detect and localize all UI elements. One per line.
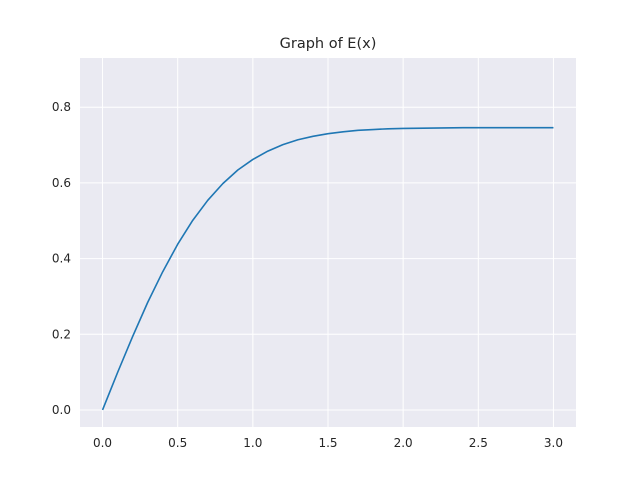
x-tick-label: 0.0 xyxy=(93,436,112,450)
series-line-0 xyxy=(101,126,554,411)
x-tick-label: 1.0 xyxy=(243,436,262,450)
chart-title: Graph of E(x) xyxy=(280,36,377,52)
y-tick-label: 0.6 xyxy=(52,176,71,190)
x-tick-label: 2.5 xyxy=(469,436,488,450)
tick-labels: 0.0 0.5 1.0 1.5 2.0 2.5 3.0 0.0 0.2 0.4 0.6 0.8 xyxy=(52,100,563,450)
x-tick-label: 2.0 xyxy=(394,436,413,450)
x-tick-label: 0.5 xyxy=(168,436,187,450)
y-tick-label: 0.0 xyxy=(52,403,71,417)
grid xyxy=(80,58,576,427)
y-tick-label: 0.4 xyxy=(52,252,71,266)
x-tick-label: 1.5 xyxy=(318,436,337,450)
y-tick-label: 0.2 xyxy=(52,327,71,341)
x-tick-label: 3.0 xyxy=(544,436,563,450)
series-layer xyxy=(101,126,554,411)
y-tick-label: 0.8 xyxy=(52,100,71,114)
